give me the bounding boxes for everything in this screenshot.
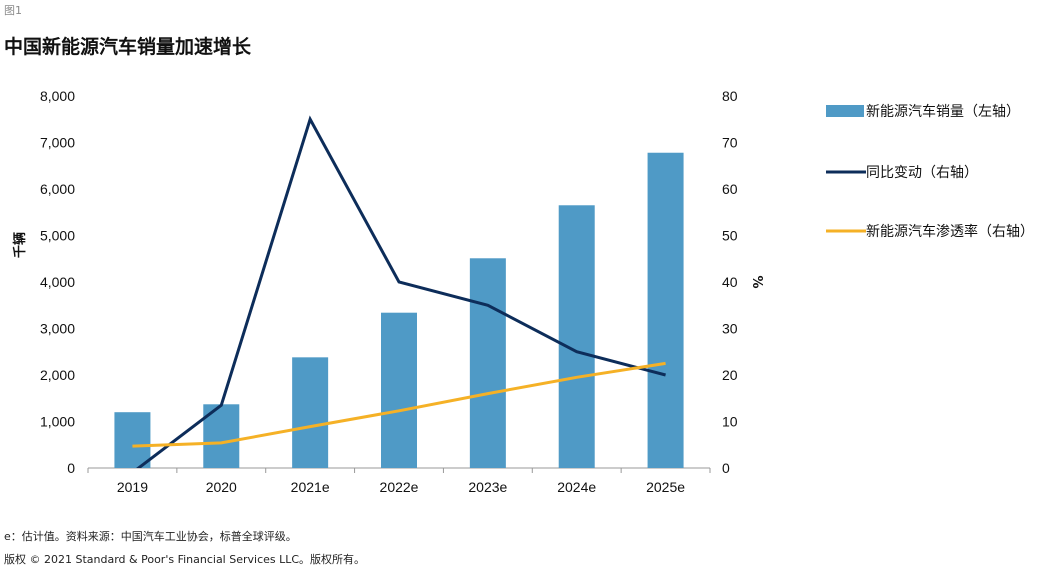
y-right-tick-label: 50 — [722, 228, 738, 244]
legend-label: 同比变动（右轴） — [866, 165, 978, 181]
x-tick-label: 2019 — [117, 479, 148, 495]
legend: 新能源汽车销量（左轴） 同比变动（右轴） 新能源汽车渗透率（右轴） — [826, 103, 1034, 240]
chart-svg: 0 1,000 2,000 3,000 4,000 5,000 6,000 7,000 8,00… — [12, 88, 1034, 495]
x-tick-label: 2023e — [468, 479, 507, 495]
y-left-tick-label: 7,000 — [40, 135, 75, 151]
figure-label: 图1 — [4, 4, 22, 17]
copyright: 版权 © 2021 Standard & Poor's Financial Se… — [4, 553, 366, 566]
y-left-tick-label: 6,000 — [40, 181, 75, 197]
x-tick-label: 2022e — [380, 479, 419, 495]
y-left-tick-label: 4,000 — [40, 274, 75, 290]
y-left-tick-label: 2,000 — [40, 367, 75, 383]
tick-labels: 0 1,000 2,000 3,000 4,000 5,000 6,000 7,000 8,00… — [40, 88, 738, 495]
y-left-tick-label: 3,000 — [40, 321, 75, 337]
y-left-tick-label: 8,000 — [40, 88, 75, 104]
legend-swatch-bar — [826, 105, 864, 117]
y-right-tick-label: 0 — [722, 460, 730, 476]
y-right-tick-label: 40 — [722, 274, 738, 290]
x-tick-label: 2025e — [646, 479, 685, 495]
penetration-line — [132, 361, 666, 448]
y-axis-left-title: 千辆 — [12, 232, 28, 258]
y-axis-right-title: % — [749, 275, 764, 288]
y-left-tick-label: 1,000 — [40, 414, 75, 430]
x-tick-label: 2024e — [557, 479, 596, 495]
bar — [558, 205, 595, 468]
y-right-tick-label: 10 — [722, 414, 738, 430]
bar — [292, 357, 329, 468]
y-left-tick-label: 0 — [67, 460, 75, 476]
bar-series — [114, 152, 684, 469]
chart-title: 中国新能源汽车销量加速增长 — [4, 36, 252, 58]
legend-label: 新能源汽车渗透率（右轴） — [866, 223, 1034, 240]
yoy-line — [136, 115, 666, 468]
bar — [647, 152, 684, 469]
bar — [469, 258, 506, 468]
bar — [114, 412, 151, 468]
y-right-tick-label: 60 — [722, 181, 738, 197]
footnote: e：估计值。资料来源：中国汽车工业协会，标普全球评级。 — [4, 530, 297, 543]
x-tick-label: 2021e — [291, 479, 330, 495]
y-right-tick-label: 20 — [722, 367, 738, 383]
y-right-tick-label: 80 — [722, 88, 738, 104]
line-series — [132, 115, 666, 468]
y-left-tick-label: 5,000 — [40, 228, 75, 244]
bar — [381, 312, 417, 468]
y-right-tick-label: 70 — [722, 135, 738, 151]
legend-label: 新能源汽车销量（左轴） — [866, 103, 1020, 120]
y-right-tick-label: 30 — [722, 321, 738, 337]
axes — [87, 467, 711, 473]
x-tick-label: 2020 — [206, 479, 237, 495]
